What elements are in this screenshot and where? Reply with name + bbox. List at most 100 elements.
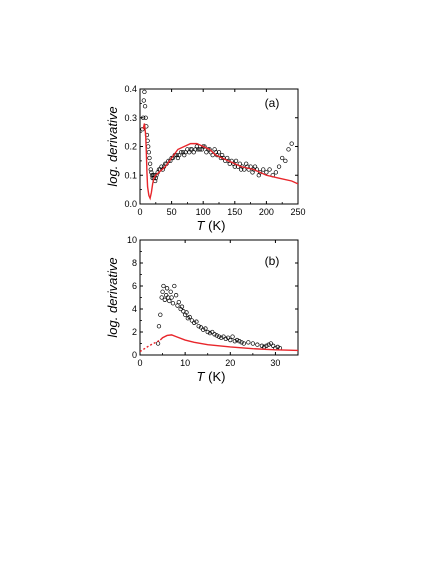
data-point xyxy=(156,324,162,329)
plot-area xyxy=(140,89,298,201)
data-point xyxy=(261,167,266,172)
data-point xyxy=(264,170,269,175)
x-tick-label: 0 xyxy=(137,207,142,217)
data-point xyxy=(252,164,258,169)
x-tick-label: 150 xyxy=(227,207,242,217)
data-point xyxy=(219,335,224,340)
data-point xyxy=(234,337,240,343)
data-point xyxy=(147,161,153,166)
data-point xyxy=(194,319,199,324)
data-point xyxy=(289,141,294,146)
data-point xyxy=(221,334,226,339)
data-point xyxy=(196,324,201,329)
data-point xyxy=(185,147,190,152)
data-point xyxy=(169,155,174,161)
panel-b: 0 10 20 30 0 2 4 6 8 10 T (K) log. derivative (b) xyxy=(105,235,299,384)
data-point xyxy=(216,150,222,155)
data-point xyxy=(257,170,263,175)
data-point xyxy=(147,155,152,161)
data-point xyxy=(204,150,209,155)
x-axis-var: T xyxy=(197,218,206,233)
data-point xyxy=(184,310,189,315)
fit-curve xyxy=(159,334,298,352)
data-point xyxy=(239,340,244,345)
data-point xyxy=(189,318,195,323)
data-point xyxy=(155,341,161,346)
data-point xyxy=(230,334,235,339)
data-point xyxy=(141,98,146,103)
data-point xyxy=(192,320,197,325)
data-point xyxy=(176,299,181,305)
fit-curve-dashed xyxy=(140,339,161,353)
panel-label: (b) xyxy=(265,254,280,268)
data-point xyxy=(140,127,145,132)
data-point xyxy=(146,144,151,149)
y-tick-label: 0.1 xyxy=(124,170,137,180)
x-tick-label: 250 xyxy=(290,207,305,217)
data-point xyxy=(158,312,163,317)
data-point xyxy=(210,329,215,335)
data-point xyxy=(286,147,291,152)
data-point xyxy=(203,326,208,331)
data-point xyxy=(168,289,173,294)
data-point xyxy=(172,283,177,289)
data-point xyxy=(241,341,246,346)
data-point xyxy=(143,115,148,120)
data-point xyxy=(232,339,237,344)
x-axis-unit: (K) xyxy=(205,218,226,233)
data-point xyxy=(250,341,256,346)
x-axis-var: T xyxy=(197,369,206,384)
data-point xyxy=(232,164,237,169)
data-point xyxy=(275,344,280,350)
data-point xyxy=(255,342,260,347)
data-point xyxy=(268,341,274,346)
data-point xyxy=(197,147,203,152)
data-point xyxy=(216,334,222,339)
data-point xyxy=(246,340,251,345)
data-point xyxy=(149,173,155,178)
data-point xyxy=(205,329,210,335)
data-point xyxy=(167,298,172,304)
x-tick-label: 20 xyxy=(225,358,235,368)
x-tick-label: 10 xyxy=(180,358,190,368)
data-point xyxy=(162,297,167,302)
data-point xyxy=(160,289,165,294)
data-point xyxy=(276,164,282,169)
x-tick-label: 30 xyxy=(270,358,280,368)
data-point xyxy=(159,295,164,300)
plot-area xyxy=(140,283,298,353)
data-point xyxy=(173,293,179,298)
data-point xyxy=(141,115,146,120)
y-tick-label: 0.2 xyxy=(124,142,137,152)
panel-label: (a) xyxy=(265,96,280,110)
data-point xyxy=(178,150,184,155)
y-tick-label: 4 xyxy=(132,304,137,314)
y-tick-label: 0.4 xyxy=(124,84,137,94)
data-point xyxy=(225,335,231,340)
data-point xyxy=(161,283,166,289)
data-point xyxy=(264,343,269,348)
x-tick-label: 200 xyxy=(259,207,274,217)
y-axis-label: log. derivative xyxy=(105,257,120,337)
y-tick-label: 6 xyxy=(132,281,137,291)
x-tick-label: 0 xyxy=(137,358,142,368)
data-point xyxy=(149,170,154,175)
data-point xyxy=(178,306,183,312)
data-point xyxy=(280,155,285,161)
data-point xyxy=(201,144,206,149)
data-point xyxy=(170,301,176,306)
x-axis-unit: (K) xyxy=(205,369,226,384)
data-point xyxy=(142,104,148,109)
data-point xyxy=(142,89,147,95)
data-point xyxy=(228,337,233,343)
data-point xyxy=(146,150,151,155)
data-point xyxy=(169,295,174,300)
data-point xyxy=(266,342,271,347)
x-tick-label: 50 xyxy=(167,207,177,217)
y-tick-label: 2 xyxy=(132,327,137,337)
y-tick-label: 0 xyxy=(132,350,137,360)
data-point xyxy=(283,158,288,164)
data-point xyxy=(267,167,272,172)
y-tick-label: 10 xyxy=(127,235,137,245)
